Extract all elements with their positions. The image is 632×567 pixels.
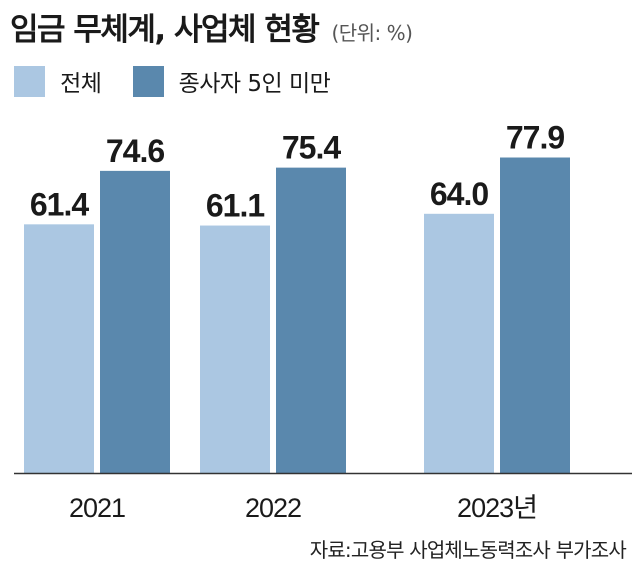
bar-total-2 [424,213,494,474]
legend-label-total: 전체 [60,71,102,97]
x-tick-label-2: 2023년 [457,493,537,523]
x-tick-label-0: 2021 [69,493,125,523]
data-label-total-0: 61.4 [30,186,89,222]
data-label-small-2: 77.9 [506,120,564,156]
data-label-total-1: 61.1 [206,188,264,224]
data-label-small-0: 74.6 [106,133,164,169]
legend: 전체 종사자 5인 미만 [14,64,356,98]
bar-small-0 [100,170,170,473]
chart-title: 임금 무체계, 사업체 현황 [10,12,320,48]
bar-small-1 [276,167,346,473]
legend-label-small: 종사자 5인 미만 [178,71,331,97]
source-note: 자료:고용부 사업체노동력조사 부가조사 [309,538,627,562]
legend-item-small: 종사자 5인 미만 [132,64,331,98]
unit-note: (단위: %) [331,21,413,45]
bar-total-1 [200,225,270,473]
legend-swatch-small [132,65,164,97]
bar-small-2 [500,157,570,473]
bar-total-0 [24,224,94,473]
legend-swatch-total [14,65,45,97]
data-label-total-2: 64.0 [430,176,488,212]
data-label-small-1: 75.4 [282,130,341,166]
chart-header: 임금 무체계, 사업체 현황 (단위: %) [10,4,413,52]
x-tick-label-1: 2022 [245,493,301,523]
legend-item-total: 전체 [14,64,102,98]
